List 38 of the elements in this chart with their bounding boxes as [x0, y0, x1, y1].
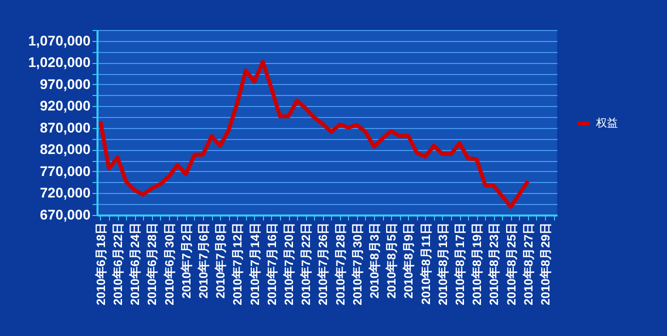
x-tick-label: 2010年6月18日 [94, 222, 108, 306]
x-tick-label: 2010年7月8日 [214, 222, 228, 299]
x-tick-label: 2010年8月3日 [368, 222, 382, 299]
y-tick-label: 1,020,000 [28, 54, 91, 70]
x-tick-label: 2010年6月28日 [145, 222, 160, 306]
x-tick-label: 2010年7月2日 [179, 222, 194, 299]
x-tick-label: 2010年7月22日 [299, 222, 314, 306]
x-tick-label: 2010年8月27日 [521, 222, 536, 306]
x-tick-label: 2010年8月23日 [487, 222, 502, 306]
x-tick-label: 2010年7月12日 [230, 222, 245, 306]
x-tick-label: 2010年7月6日 [196, 222, 211, 299]
x-tick-label: 2010年6月30日 [162, 222, 176, 306]
x-tick-label: 2010年8月11日 [418, 222, 433, 305]
x-tick-label: 2010年7月16日 [264, 222, 279, 306]
x-tick-label: 2010年7月20日 [282, 222, 296, 306]
y-tick-label: 970,000 [40, 76, 91, 92]
x-tick-label: 2010年7月26日 [316, 222, 330, 306]
y-tick-label: 870,000 [40, 119, 91, 136]
x-tick-label: 2010年8月29日 [538, 222, 553, 306]
line-series [98, 60, 530, 209]
x-tick-label: 2010年7月14日 [248, 222, 262, 306]
y-tick-label: 920,000 [40, 98, 91, 114]
y-tick-label: 720,000 [40, 184, 91, 201]
y-tick-label: 1,070,000 [28, 32, 91, 48]
x-tick-label: 2010年8月25日 [504, 222, 518, 306]
x-tick-label: 2010年8月19日 [470, 222, 484, 306]
y-tick-label: 670,000 [40, 206, 91, 222]
y-tick-label: 770,000 [40, 162, 91, 179]
x-tick-label: 2010年8月5日 [384, 222, 399, 299]
x-tick-label: 2010年8月9日 [402, 222, 416, 299]
y-tick-label: 820,000 [40, 141, 91, 158]
x-tick-label: 2010年6月24日 [128, 222, 142, 306]
x-tick-label: 2010年7月28日 [333, 222, 348, 306]
legend-label: 权益 [595, 116, 618, 130]
x-tick-label: 2010年8月17日 [453, 222, 468, 306]
x-tick-label: 2010年6月22日 [111, 222, 126, 306]
x-tick-label: 2010年8月13日 [436, 222, 450, 306]
x-tick-label: 2010年7月30日 [350, 222, 364, 306]
